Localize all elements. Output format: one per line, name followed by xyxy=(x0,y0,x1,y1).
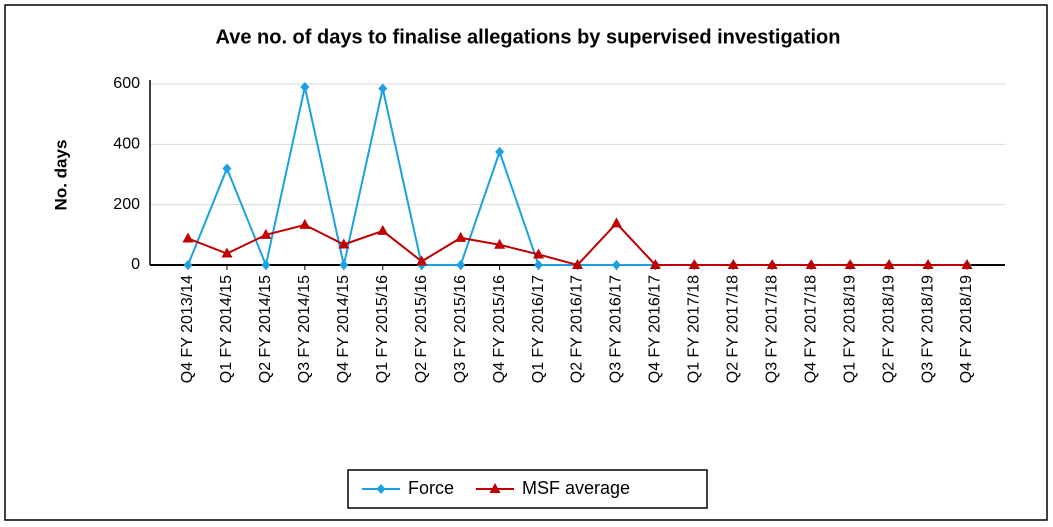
point xyxy=(338,238,350,249)
x-tick-label: Q1 FY 2015/16 xyxy=(374,275,391,383)
x-tick-label: Q1 FY 2018/19 xyxy=(841,275,858,383)
x-tick-label: Q4 FY 2018/19 xyxy=(958,275,975,383)
point xyxy=(339,260,349,270)
point xyxy=(883,259,895,269)
point xyxy=(378,83,388,94)
x-tick-label: Q3 FY 2016/17 xyxy=(608,275,625,383)
point xyxy=(456,260,466,270)
point xyxy=(260,228,272,239)
point xyxy=(727,259,739,269)
point xyxy=(961,259,973,269)
point xyxy=(805,259,817,269)
legend-label: MSF average xyxy=(522,478,630,498)
point xyxy=(610,217,622,228)
point xyxy=(922,259,934,269)
point xyxy=(766,259,778,269)
point xyxy=(534,260,544,270)
y-axis-label: No. days xyxy=(51,140,70,211)
x-tick-label: Q2 FY 2014/15 xyxy=(257,275,274,383)
point xyxy=(649,259,661,269)
x-tick-label: Q4 FY 2013/14 xyxy=(179,275,196,383)
point xyxy=(495,146,505,157)
point xyxy=(844,259,856,269)
x-tick-label: Q3 FY 2015/16 xyxy=(452,275,469,383)
point xyxy=(455,231,467,242)
point xyxy=(299,218,311,229)
x-tick-label: Q4 FY 2014/15 xyxy=(335,275,352,383)
point xyxy=(688,259,700,269)
point xyxy=(572,259,583,269)
point xyxy=(222,163,232,174)
x-tick-label: Q1 FY 2014/15 xyxy=(218,275,235,383)
point xyxy=(221,247,233,258)
x-tick-label: Q2 FY 2016/17 xyxy=(569,275,586,383)
point xyxy=(183,260,193,270)
point xyxy=(416,255,428,266)
x-tick-label: Q2 FY 2015/16 xyxy=(413,275,430,383)
x-tick-label: Q3 FY 2014/15 xyxy=(296,275,313,383)
frame xyxy=(4,4,1048,521)
x-tick-label: Q1 FY 2017/18 xyxy=(686,275,703,383)
legend-marker xyxy=(376,484,386,494)
point xyxy=(494,238,506,249)
point xyxy=(261,260,271,270)
x-tick-label: Q4 FY 2017/18 xyxy=(802,275,819,383)
legend-box xyxy=(347,469,708,509)
point xyxy=(533,248,545,259)
point xyxy=(377,224,389,235)
y-tick-label: 400 xyxy=(113,136,140,153)
point xyxy=(182,232,194,243)
x-tick-label: Q2 FY 2018/19 xyxy=(880,275,897,383)
x-tick-label: Q2 FY 2017/18 xyxy=(725,275,742,383)
point xyxy=(611,260,621,270)
chart-title: Ave no. of days to finalise allegations … xyxy=(216,26,841,48)
legend-label: Force xyxy=(408,478,454,498)
y-tick-label: 600 xyxy=(113,75,140,92)
x-tick-label: Q4 FY 2015/16 xyxy=(491,275,508,383)
x-tick-label: Q3 FY 2017/18 xyxy=(763,275,780,383)
y-tick-label: 200 xyxy=(113,196,140,213)
x-tick-label: Q1 FY 2016/17 xyxy=(530,275,547,383)
y-tick-label: 0 xyxy=(131,256,140,273)
x-tick-label: Q4 FY 2016/17 xyxy=(647,275,664,383)
x-tick-label: Q3 FY 2018/19 xyxy=(919,275,936,383)
legend-marker xyxy=(489,483,501,493)
point xyxy=(300,82,310,93)
